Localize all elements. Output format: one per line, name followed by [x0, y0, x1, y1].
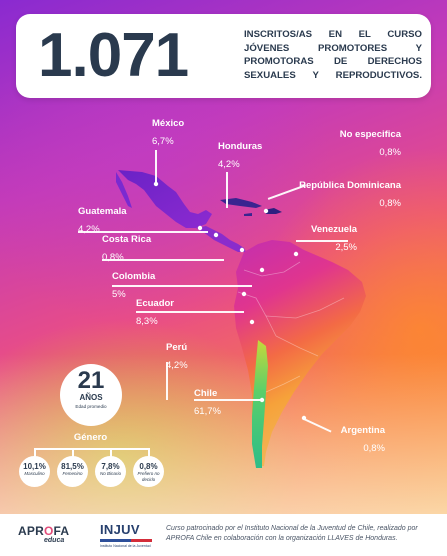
- central-america-shape: [196, 226, 246, 252]
- leader-line: [102, 259, 224, 261]
- chile-shape: [252, 340, 268, 468]
- leader-line: [136, 311, 244, 313]
- country-value: 4,2%: [78, 224, 100, 235]
- country-value: 8,3%: [136, 316, 158, 327]
- gender-label: No Binario: [99, 471, 121, 476]
- country-value: 61,7%: [194, 406, 221, 417]
- gender-pct: 10,1%: [23, 462, 46, 471]
- country-value: 0,8%: [379, 198, 401, 209]
- country-name: Honduras: [218, 141, 263, 152]
- aprofa-logo: APROFA: [18, 524, 69, 538]
- aprofa-logo-part: APR: [18, 524, 44, 538]
- header-card: 1.071 INSCRITOS/AS EN EL CURSO JÓVENES P…: [16, 14, 431, 98]
- gender-item-prefiero-no-decirlo: 0,8% Prefiero no decirlo: [133, 456, 164, 487]
- baja-shape: [116, 172, 132, 208]
- aprofa-logo-sub: educa: [44, 537, 65, 544]
- gender-pct: 0,8%: [139, 462, 158, 471]
- infographic-poster: 1.071 INSCRITOS/AS EN EL CURSO JÓVENES P…: [0, 0, 447, 514]
- leader-line: [112, 285, 252, 287]
- country-name: Perú: [166, 342, 188, 353]
- jamaica-shape: [244, 213, 252, 216]
- cuba-shape: [220, 198, 262, 208]
- injuv-logo-sub: Instituto Nacional de la Juventud: [100, 544, 151, 548]
- gender-connector-tick: [110, 448, 112, 459]
- aprofa-logo-part: O: [43, 524, 54, 538]
- country-name: Chile: [194, 388, 218, 399]
- label-costa-rica: Costa Rica 0,8%: [102, 234, 151, 264]
- country-markers: [153, 181, 307, 421]
- gender-pct: 7,8%: [101, 462, 120, 471]
- gender-connector-tick: [148, 448, 150, 459]
- latin-america-map: [116, 170, 366, 468]
- gender-connector-tick: [72, 448, 74, 459]
- label-no-especifica: No especifica 0,8%: [340, 129, 401, 159]
- label-peru: Perú 4,2%: [166, 342, 188, 372]
- country-value: 0,8%: [102, 252, 124, 263]
- leader-line: [296, 240, 348, 242]
- label-colombia: Colombia 5%: [112, 271, 155, 301]
- country-value: 2,5%: [335, 242, 357, 253]
- gender-item-no-binario: 7,8% No Binario: [95, 456, 126, 487]
- country-name: México: [152, 118, 185, 129]
- average-age-badge: 21 AÑOS Edad promedio: [60, 364, 122, 426]
- gender-connector-line: [34, 448, 149, 450]
- country-value: 6,7%: [152, 136, 174, 147]
- footer-credits: Curso patrocinado por el Instituto Nacio…: [166, 525, 418, 542]
- age-number: 21: [77, 367, 105, 394]
- injuv-logo-bar: [100, 539, 152, 542]
- country-name: Venezuela: [311, 224, 357, 235]
- leader-line: [194, 399, 262, 401]
- label-venezuela: Venezuela 2,5%: [311, 224, 357, 254]
- label-honduras: Honduras 4,2%: [218, 141, 262, 171]
- country-value: 4,2%: [166, 360, 188, 371]
- mexico-shape: [118, 170, 212, 228]
- gender-item-femenino: 81,5% Femenino: [57, 456, 88, 487]
- label-republica-dominicana: República Dominicana 0,8%: [299, 180, 401, 210]
- gender-item-masculino: 10,1% Masculino: [19, 456, 50, 487]
- country-name: República Dominicana: [299, 180, 401, 191]
- country-value: 0,8%: [363, 443, 385, 454]
- header-description: INSCRITOS/AS EN EL CURSO JÓVENES PROMOTO…: [244, 29, 422, 81]
- leader-line: [155, 150, 157, 184]
- country-name: Ecuador: [136, 298, 175, 309]
- country-name: Colombia: [112, 271, 156, 282]
- gender-label: Masculino: [24, 471, 45, 476]
- leader-line: [166, 362, 168, 400]
- label-mexico: México 6,7%: [152, 118, 184, 148]
- country-name: Guatemala: [78, 206, 127, 217]
- total-enrolled-number: 1.071: [38, 21, 189, 90]
- country-name: No especifica: [339, 129, 401, 140]
- label-ecuador: Ecuador 8,3%: [136, 298, 174, 328]
- leader-line: [226, 172, 228, 208]
- country-value: 4,2%: [218, 159, 240, 170]
- country-name: Argentina: [340, 425, 385, 436]
- aprofa-logo-part: FA: [53, 524, 70, 538]
- gender-title: Género: [73, 432, 108, 443]
- gender-pct: 81,5%: [61, 462, 84, 471]
- gender-connector-tick: [34, 448, 36, 459]
- south-america-shape: [234, 240, 366, 466]
- footer: APROFA educa INJUV Instituto Nacional de…: [0, 514, 447, 556]
- label-argentina: Argentina 0,8%: [341, 425, 385, 455]
- label-guatemala: Guatemala 4,2%: [78, 206, 127, 236]
- gender-label: Femenino: [62, 471, 83, 476]
- label-chile: Chile 61,7%: [194, 388, 221, 418]
- gender-label: Prefiero no decirlo: [137, 471, 160, 482]
- leader-line: [78, 231, 208, 233]
- age-caption: Edad promedio: [75, 404, 107, 409]
- country-value: 5%: [112, 289, 126, 300]
- country-name: Costa Rica: [102, 234, 152, 245]
- injuv-logo: INJUV: [100, 522, 140, 537]
- hispaniola-shape: [264, 208, 282, 214]
- country-borders: [237, 261, 345, 393]
- age-unit: AÑOS: [79, 393, 103, 402]
- country-value: 0,8%: [379, 147, 401, 158]
